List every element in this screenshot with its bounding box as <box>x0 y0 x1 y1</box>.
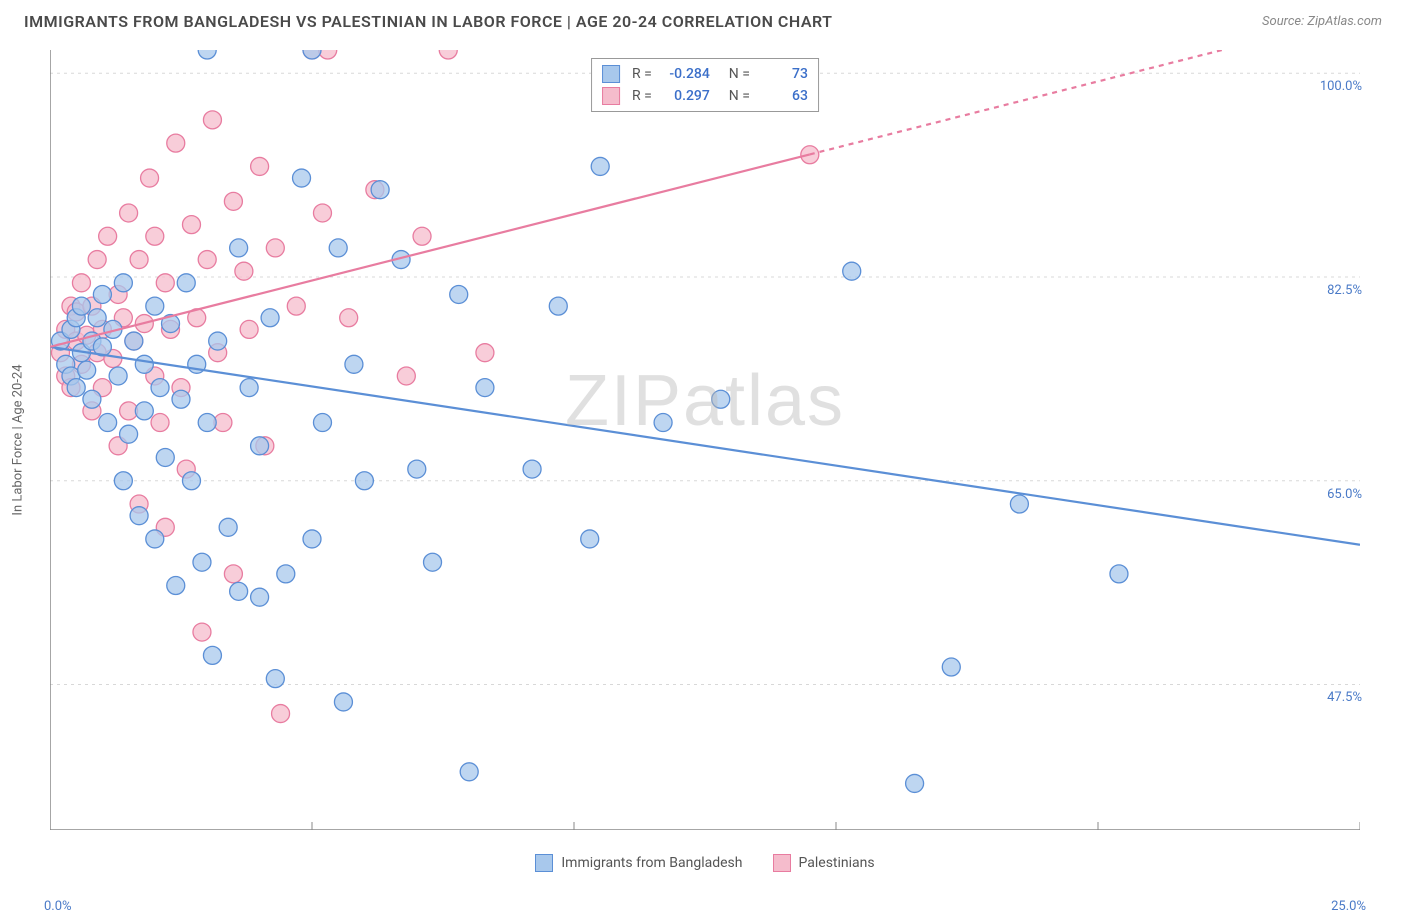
y-tick-label: 65.0% <box>1327 487 1362 502</box>
x-axis-start-label: 0.0% <box>44 899 72 914</box>
x-axis-end-label: 25.0% <box>1331 899 1366 914</box>
stats-row-series-1: R = 0.297 N = 63 <box>602 85 808 107</box>
n-value-series-0: 73 <box>758 66 808 82</box>
swatch-series-1 <box>602 87 620 105</box>
swatch-series-0 <box>602 65 620 83</box>
swatch-legend-0 <box>535 854 553 872</box>
r-value-series-0: -0.284 <box>660 66 710 82</box>
y-axis-label: In Labor Force | Age 20-24 <box>11 364 26 515</box>
n-label: N = <box>722 88 750 104</box>
legend-item-1: Palestinians <box>773 854 875 872</box>
chart-source: Source: ZipAtlas.com <box>1262 14 1382 29</box>
legend-label-1: Palestinians <box>799 855 875 871</box>
r-label: R = <box>632 66 652 82</box>
chart-title: IMMIGRANTS FROM BANGLADESH VS PALESTINIA… <box>24 12 833 31</box>
chart-header: IMMIGRANTS FROM BANGLADESH VS PALESTINIA… <box>0 0 1406 39</box>
correlation-stats-box: R = -0.284 N = 73 R = 0.297 N = 63 <box>591 58 819 112</box>
legend-label-0: Immigrants from Bangladesh <box>561 855 742 871</box>
n-value-series-1: 63 <box>758 88 808 104</box>
scatter-plot <box>50 50 1360 830</box>
bottom-legend: 0.0% Immigrants from Bangladesh Palestin… <box>50 854 1360 872</box>
y-tick-label: 47.5% <box>1327 690 1362 705</box>
n-label: N = <box>722 66 750 82</box>
legend-item-0: Immigrants from Bangladesh <box>535 854 742 872</box>
stats-row-series-0: R = -0.284 N = 73 <box>602 63 808 85</box>
y-tick-label: 100.0% <box>1320 79 1362 94</box>
y-tick-label: 82.5% <box>1327 283 1362 298</box>
r-value-series-1: 0.297 <box>660 88 710 104</box>
r-label: R = <box>632 88 652 104</box>
chart-container: In Labor Force | Age 20-24 ZIPatlas R = … <box>50 50 1360 830</box>
swatch-legend-1 <box>773 854 791 872</box>
